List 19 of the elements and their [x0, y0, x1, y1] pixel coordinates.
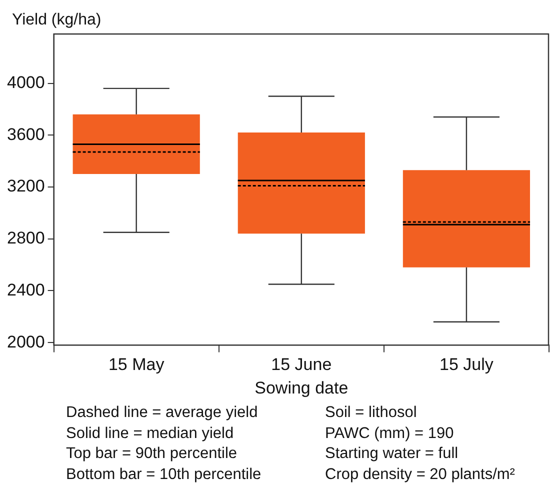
x-tick-label: 15 July [440, 355, 494, 374]
y-tick-label: 3200 [6, 176, 45, 196]
x-axis-title: Sowing date [254, 378, 348, 398]
y-tick-label: 2400 [6, 280, 45, 300]
x-tick-label: 15 May [108, 355, 165, 374]
text: Top bar = 90th percentile [66, 444, 238, 464]
text: Soil = lithosol [325, 403, 418, 423]
text: Dashed line = average yield [66, 403, 259, 423]
y-tick-label: 2800 [6, 228, 45, 248]
text: PAWC (mm) = 190 [325, 424, 455, 444]
y-axis-title: Yield (kg/ha) [12, 11, 102, 28]
y-tick-label: 4000 [6, 72, 45, 92]
y-tick-label: 3600 [6, 124, 45, 144]
text: Starting water = full [325, 444, 460, 464]
text: Bottom bar = 10th percentile [66, 464, 262, 484]
text: Crop density = 20 plants/m² [325, 464, 516, 484]
text: Solid line = median yield [66, 424, 235, 444]
x-tick-label: 15 June [271, 355, 332, 374]
y-tick-label: 2000 [6, 332, 45, 352]
